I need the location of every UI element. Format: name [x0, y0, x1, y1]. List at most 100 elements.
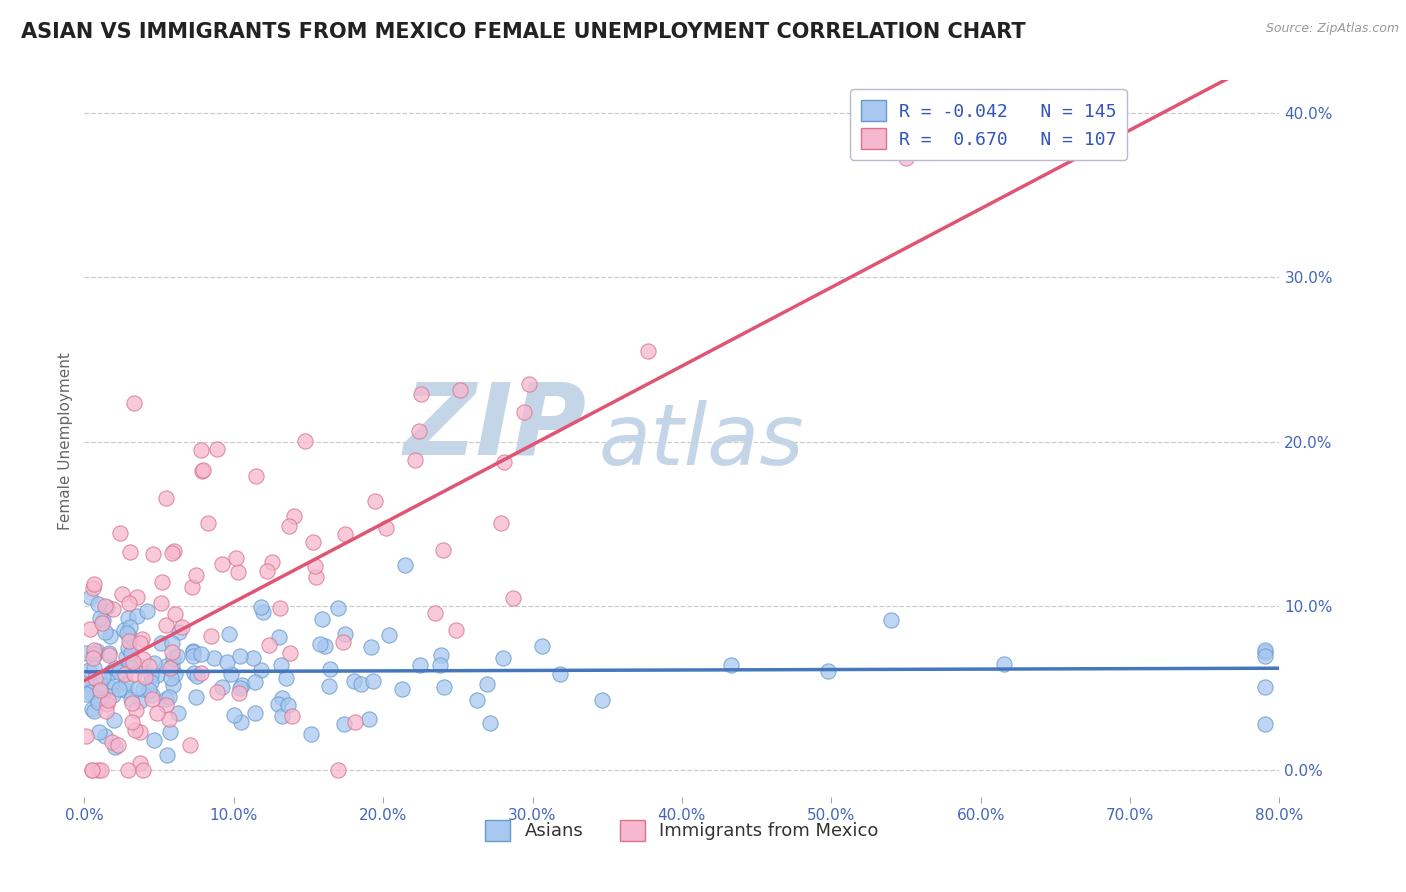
Point [115, 626, 138, 640]
Point [391, 681, 413, 696]
Point [1253, 643, 1275, 657]
Point [720, 658, 742, 673]
Point [318, 679, 340, 693]
Point [83, 661, 105, 675]
Point [96, 600, 118, 615]
Point [87, 725, 110, 739]
Point [162, 546, 184, 560]
Point [181, 580, 204, 594]
Point [131, 632, 153, 647]
Point [118, 634, 141, 648]
Point [157, 712, 180, 726]
Point [86, 644, 108, 658]
Point [141, 692, 163, 706]
Point [120, 620, 142, 634]
Point [162, 651, 184, 665]
Point [333, 627, 356, 641]
Point [517, 376, 540, 391]
Point [129, 636, 152, 650]
Point [91, 670, 114, 684]
Point [231, 678, 253, 692]
Point [108, 665, 131, 679]
Point [155, 698, 177, 712]
Point [494, 454, 516, 468]
Point [142, 547, 165, 561]
Point [270, 709, 292, 723]
Point [446, 624, 468, 638]
Point [432, 542, 454, 557]
Point [257, 638, 280, 652]
Point [76, 676, 98, 690]
Point [278, 646, 301, 660]
Point [433, 681, 456, 695]
Point [163, 543, 186, 558]
Point [160, 636, 183, 650]
Point [93, 729, 115, 743]
Point [136, 604, 159, 618]
Point [97, 692, 120, 706]
Point [97, 646, 120, 660]
Point [489, 516, 512, 530]
Point [155, 747, 177, 762]
Point [94, 599, 117, 613]
Point [118, 545, 141, 559]
Point [202, 650, 225, 665]
Point [97, 680, 120, 694]
Point [120, 646, 142, 660]
Point [87, 597, 110, 611]
Point [103, 713, 125, 727]
Point [281, 708, 304, 723]
Point [301, 534, 323, 549]
Y-axis label: Female Unemployment: Female Unemployment [58, 352, 73, 531]
Point [149, 596, 172, 610]
Point [378, 628, 401, 642]
Point [77, 664, 100, 678]
Point [252, 605, 274, 619]
Point [120, 692, 142, 706]
Point [229, 681, 252, 695]
Point [350, 677, 373, 691]
Point [191, 464, 214, 478]
Point [548, 666, 571, 681]
Point [162, 678, 184, 692]
Point [155, 659, 177, 673]
Point [159, 671, 181, 685]
Point [1253, 716, 1275, 731]
Point [267, 630, 290, 644]
Point [91, 690, 114, 704]
Point [408, 424, 430, 438]
Point [159, 725, 181, 739]
Point [138, 682, 160, 697]
Point [219, 667, 242, 681]
Point [96, 697, 118, 711]
Point [311, 612, 333, 626]
Point [277, 519, 299, 533]
Point [160, 659, 183, 673]
Point [89, 677, 111, 691]
Point [181, 649, 204, 664]
Point [84, 647, 107, 661]
Point [139, 675, 162, 690]
Point [125, 591, 148, 605]
Point [183, 665, 205, 680]
Point [98, 648, 121, 662]
Point [122, 395, 145, 409]
Point [100, 665, 122, 679]
Point [218, 627, 240, 641]
Point [90, 763, 112, 777]
Point [83, 704, 105, 718]
Point [502, 591, 524, 605]
Text: ZIP: ZIP [404, 378, 586, 475]
Point [301, 727, 323, 741]
Point [229, 714, 252, 729]
Point [222, 708, 245, 723]
Point [82, 702, 104, 716]
Point [121, 714, 143, 729]
Point [94, 705, 117, 719]
Point [132, 652, 155, 666]
Point [111, 587, 134, 601]
Point [344, 714, 367, 729]
Point [114, 675, 136, 690]
Point [101, 735, 124, 749]
Point [249, 663, 271, 677]
